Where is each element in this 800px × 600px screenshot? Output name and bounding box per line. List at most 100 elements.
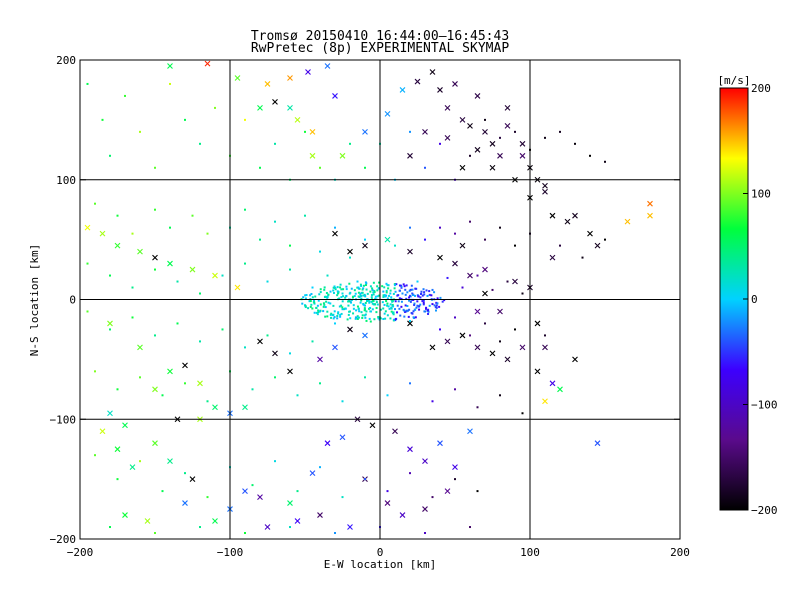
data-point-dot <box>428 304 431 307</box>
data-point-dot <box>356 317 359 320</box>
data-point-dot <box>400 297 403 300</box>
data-point-dot <box>360 285 363 288</box>
data-point-x <box>422 506 428 512</box>
data-point-x <box>137 344 143 351</box>
data-point-dot <box>499 340 501 343</box>
data-point-dot <box>378 294 381 297</box>
colorbar-tick-label: 200 <box>751 82 771 95</box>
data-point-dot <box>374 295 377 298</box>
data-point-dot <box>431 400 434 403</box>
data-point-dot <box>124 94 126 97</box>
data-point-x <box>444 134 451 141</box>
data-point-dot <box>341 400 344 403</box>
data-point-dot <box>435 304 438 307</box>
data-point-dot <box>339 315 342 318</box>
data-point-dot <box>364 478 366 481</box>
data-point-dot <box>355 309 358 312</box>
data-point-x <box>114 242 121 249</box>
data-point-dot <box>400 284 403 287</box>
data-point-dot <box>364 294 367 297</box>
data-point-x <box>384 236 391 243</box>
y-axis-label: N-S location [km] <box>28 244 41 357</box>
data-point-dot <box>392 311 395 314</box>
data-point-dot <box>371 288 374 291</box>
data-point-x <box>294 518 301 524</box>
data-point-x <box>369 422 376 429</box>
data-point-dot <box>364 313 367 316</box>
data-point-dot <box>323 303 326 306</box>
data-point-dot <box>316 304 319 307</box>
data-point-dot <box>377 287 380 290</box>
data-point-dot <box>358 310 361 313</box>
data-point-dot <box>391 303 394 306</box>
data-point-x <box>407 446 413 453</box>
data-point-dot <box>521 412 524 415</box>
data-point-dot <box>559 244 561 247</box>
data-point-dot <box>94 202 96 205</box>
data-point-dot <box>86 262 89 265</box>
data-point-x <box>362 128 368 135</box>
x-axis-label: E-W location [km] <box>324 558 437 571</box>
data-point-dot <box>394 290 397 293</box>
x-axis-ticks: −200 −100 0 100 200 <box>67 60 690 559</box>
data-point-dot <box>409 226 411 229</box>
data-point-dot <box>317 311 320 314</box>
data-point-dot <box>403 315 406 318</box>
data-point-dot <box>319 303 322 306</box>
data-point-x <box>362 242 368 249</box>
data-point-dot <box>398 284 401 287</box>
data-point-dot <box>421 294 424 297</box>
data-point-dot <box>333 310 336 313</box>
data-point-dot <box>491 288 494 291</box>
data-point-dot <box>398 307 401 310</box>
data-point-x <box>107 410 113 417</box>
data-point-x <box>407 152 413 159</box>
data-point-dot <box>338 305 341 308</box>
data-point-dot <box>308 300 311 303</box>
data-point-dot <box>274 142 276 145</box>
data-point-dot <box>139 130 141 133</box>
data-point-x <box>572 212 578 219</box>
data-point-dot <box>109 526 111 529</box>
data-point-x <box>264 81 271 87</box>
data-point-x <box>204 60 211 67</box>
data-point-dot <box>101 118 104 121</box>
data-point-x <box>512 278 518 285</box>
data-point-dot <box>317 299 320 302</box>
data-point-x <box>332 93 338 99</box>
data-point-dot <box>409 130 411 133</box>
data-point-dot <box>346 318 349 321</box>
data-point-dot <box>395 283 398 286</box>
data-point-dot <box>359 294 362 297</box>
data-point-dot <box>383 294 386 297</box>
data-point-x <box>549 212 556 219</box>
data-point-dot <box>184 472 186 475</box>
x-tick-label: 100 <box>520 546 540 559</box>
data-point-dot <box>424 238 426 241</box>
data-point-dot <box>199 292 201 295</box>
data-point-x <box>497 152 503 159</box>
data-point-dot <box>417 295 420 298</box>
data-point-dot <box>348 300 351 303</box>
data-point-dot <box>323 286 326 289</box>
data-point-dot <box>325 300 328 303</box>
data-point-x <box>587 230 593 237</box>
data-point-dot <box>408 296 411 299</box>
data-point-x <box>339 434 346 441</box>
data-point-dot <box>421 300 424 303</box>
data-point-dot <box>359 292 362 295</box>
data-point-dot <box>313 301 316 304</box>
data-point-dot <box>154 334 156 337</box>
data-point-dot <box>334 532 336 535</box>
data-point-dot <box>347 313 350 316</box>
data-point-dot <box>375 307 378 310</box>
data-point-x <box>332 230 338 237</box>
data-point-dot <box>341 496 344 499</box>
data-point-dot <box>311 340 314 343</box>
data-point-dot <box>382 307 385 310</box>
x-tick-label: 200 <box>670 546 690 559</box>
data-point-dot <box>387 287 390 290</box>
data-point-dot <box>381 301 384 304</box>
data-point-dot <box>319 250 321 253</box>
data-point-dot <box>323 296 326 299</box>
